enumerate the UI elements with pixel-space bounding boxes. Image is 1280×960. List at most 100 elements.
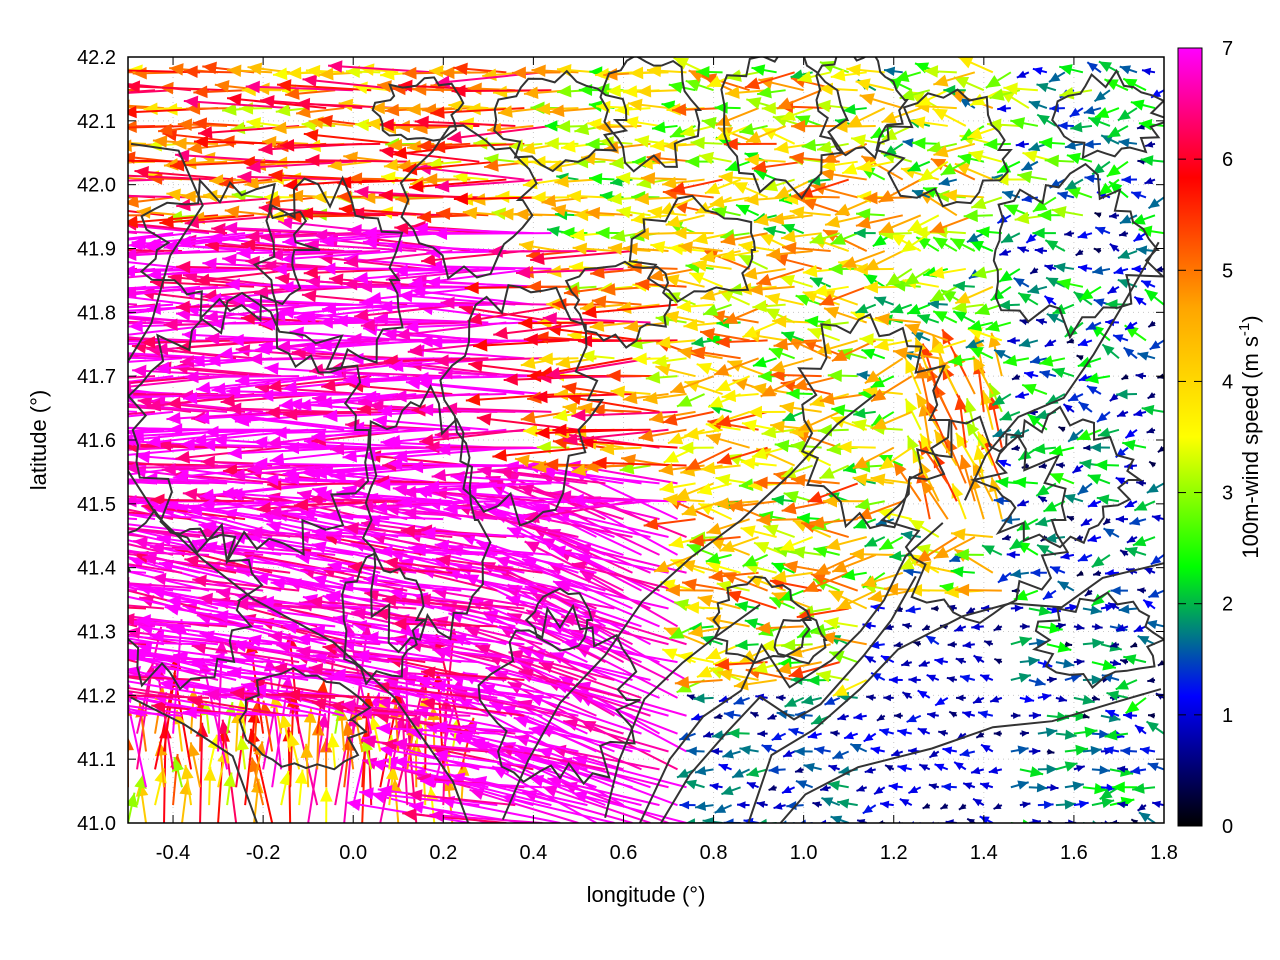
wind-arrow: [849, 743, 868, 753]
wind-arrow-head: [64, 664, 79, 677]
wind-arrow-head: [1075, 744, 1089, 756]
wind-arrow: [279, 713, 292, 752]
wind-arrow-head: [227, 666, 242, 680]
wind-arrow: [128, 736, 134, 788]
wind-arrow-head: [37, 344, 51, 357]
wind-arrow-head: [693, 693, 705, 704]
wind-arrow-head: [361, 735, 376, 749]
wind-arrow-head: [23, 560, 37, 573]
wind-arrow: [733, 696, 750, 705]
wind-arrow-shaft: [528, 727, 651, 753]
wind-arrow-head: [236, 735, 250, 751]
wind-arrow-head: [830, 730, 838, 737]
wind-arrow-head: [888, 675, 898, 684]
wind-arrow: [1019, 730, 1029, 737]
wind-arrow: [1117, 801, 1129, 809]
wind-arrow-head: [942, 746, 953, 755]
wind-arrow-head: [1034, 677, 1046, 687]
wind-arrow-head: [39, 503, 53, 516]
wind-arrow-shaft: [436, 649, 552, 664]
wind-arrow: [941, 782, 957, 792]
wind-arrow-head: [830, 815, 843, 823]
wind-arrow-head: [429, 809, 444, 823]
wind-arrow-head: [1137, 803, 1146, 811]
wind-arrow: [128, 695, 219, 717]
wind-arrow: [137, 641, 264, 664]
wind-arrow: [279, 770, 292, 806]
wind-arrow-head: [93, 451, 108, 464]
wind-arrow-head: [303, 708, 317, 723]
wind-arrow: [420, 697, 525, 717]
wind-arrow: [203, 766, 217, 806]
wind-arrow-head: [954, 762, 964, 771]
wind-arrow-shaft: [408, 730, 525, 753]
wind-arrow-shaft: [485, 666, 606, 699]
wind-arrow-head: [1082, 694, 1095, 705]
wind-arrow-shaft: [586, 622, 688, 681]
wind-arrow-shaft: [464, 627, 570, 664]
wind-arrow-head: [1046, 764, 1058, 775]
wind-arrow-head: [696, 665, 713, 678]
wind-arrow: [717, 668, 759, 681]
wind-arrow: [819, 819, 831, 823]
wind-arrow-head: [369, 692, 383, 708]
wind-arrow-head: [1070, 673, 1082, 683]
wind-arrow: [830, 815, 850, 823]
wind-arrow-head: [51, 304, 66, 317]
wind-arrow-head: [1064, 761, 1078, 772]
wind-arrow: [715, 658, 768, 671]
wind-arrow: [223, 772, 236, 806]
wind-arrow-shaft: [191, 644, 300, 664]
wind-arrow-head: [378, 744, 394, 757]
wind-arrow-head: [773, 802, 783, 810]
wind-arrow-head: [821, 797, 834, 807]
wind-arrow-head: [827, 780, 840, 791]
wind-arrow-head: [47, 375, 61, 388]
wind-arrow: [1019, 766, 1044, 778]
wind-arrow-head: [128, 792, 138, 808]
wind-arrow-shaft: [457, 697, 561, 753]
wind-arrow-head: [960, 674, 971, 683]
wind-arrow: [937, 729, 949, 737]
wind-arrow: [979, 782, 994, 790]
wind-arrow-shaft: [128, 339, 138, 342]
wind-arrow-head: [928, 783, 938, 790]
wind-arrow-head: [979, 816, 990, 823]
wind-arrow-head: [807, 731, 818, 739]
wind-arrow-head: [287, 732, 300, 748]
wind-arrow-head: [359, 787, 374, 800]
wind-arrow-head: [864, 766, 874, 774]
wind-arrow-head: [55, 450, 70, 463]
wind-arrow-head: [1099, 729, 1110, 739]
wind-arrow-shaft: [562, 640, 678, 664]
wind-arrow: [376, 722, 498, 735]
wind-arrow: [979, 815, 994, 823]
wind-arrow: [236, 735, 250, 770]
wind-arrow: [959, 748, 976, 758]
wind-arrow-head: [1099, 788, 1113, 800]
wind-arrow: [1073, 694, 1095, 705]
wind-arrow-head: [294, 769, 308, 785]
wind-arrow-head: [885, 765, 894, 772]
wind-arrow: [721, 785, 741, 796]
wind-arrow: [1019, 801, 1031, 809]
wind-arrow-head: [783, 749, 793, 757]
wind-arrow-head: [182, 706, 197, 719]
wind-arrow: [714, 804, 732, 814]
wind-arrow-head: [709, 782, 719, 791]
wind-arrow: [718, 763, 732, 772]
wind-arrow-shaft: [917, 822, 921, 823]
wind-arrow-head: [187, 742, 200, 758]
wind-arrow-head: [332, 644, 348, 657]
wind-arrow-shaft: [128, 357, 129, 359]
wind-arrow-head: [51, 472, 65, 485]
wind-arrow: [407, 789, 516, 807]
wind-arrow: [1082, 782, 1108, 795]
wind-arrow-head: [976, 731, 984, 738]
wind-arrow-head: [718, 763, 729, 772]
wind-arrow: [746, 766, 768, 778]
wind-arrow-head: [43, 351, 57, 364]
wind-arrow-shaft: [227, 670, 345, 682]
wind-arrow-head: [98, 608, 113, 621]
wind-arrow-head: [53, 653, 68, 665]
